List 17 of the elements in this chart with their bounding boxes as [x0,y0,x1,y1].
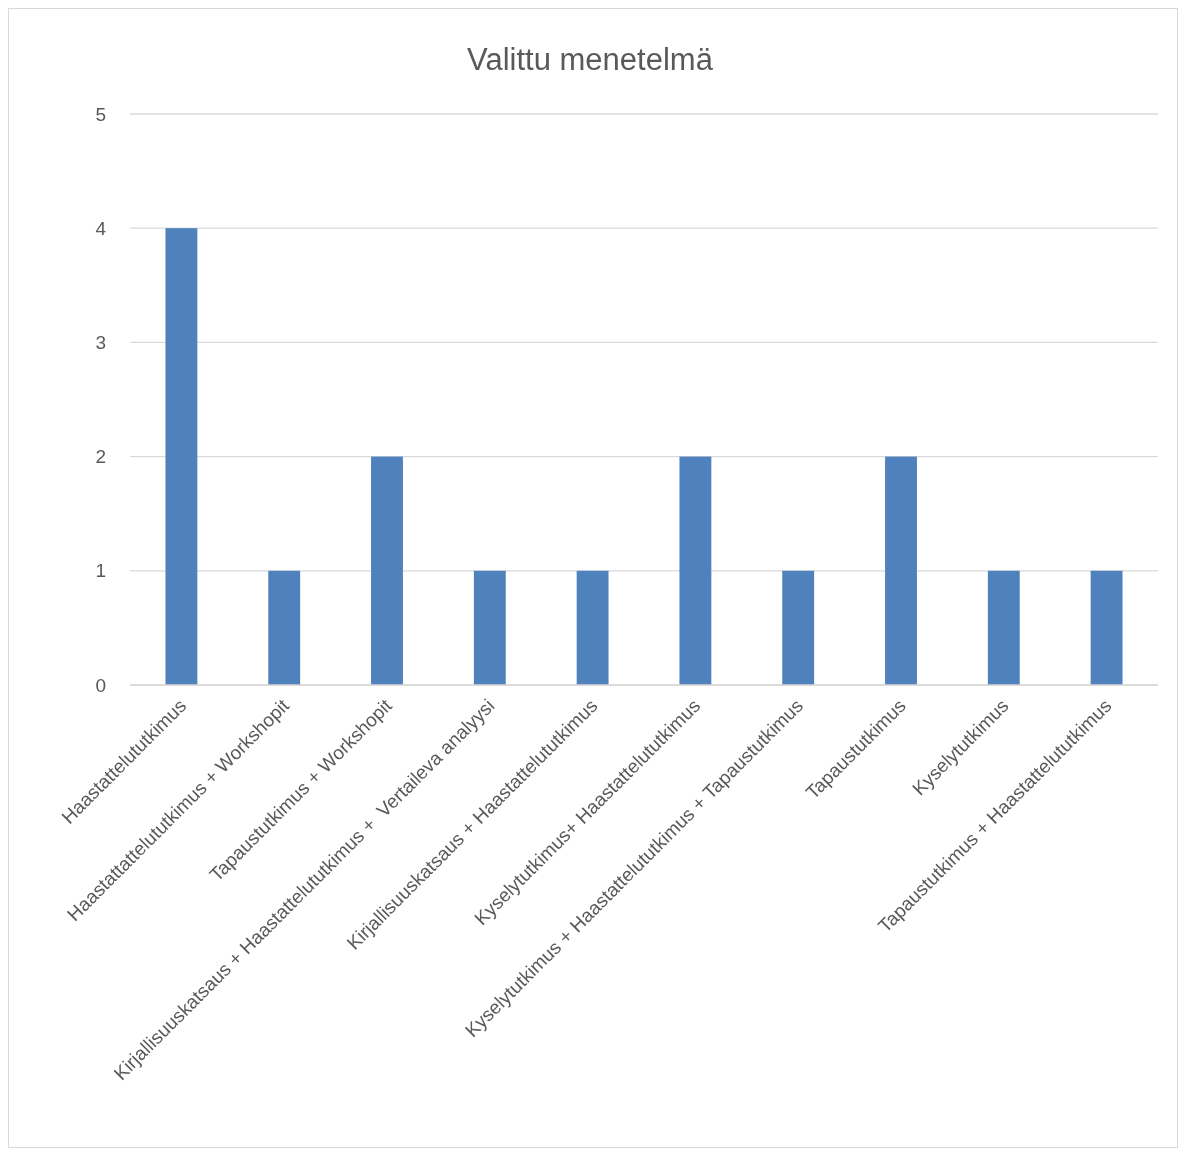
bar [1090,570,1123,685]
bar [782,570,815,685]
bar [987,570,1020,685]
chart-title: Valittu menetelmä [467,42,714,77]
bar [679,456,712,685]
bar [268,570,301,685]
bar [371,456,403,685]
y-tick-label: 5 [95,103,106,125]
y-tick-label: 1 [95,560,106,582]
bar [473,570,506,685]
y-tick-label: 4 [95,217,107,239]
bar [885,456,917,685]
bar [165,228,198,685]
y-tick-label: 2 [95,446,106,468]
bar [576,570,609,685]
y-tick-label: 3 [95,332,106,354]
y-tick-label: 0 [95,674,106,696]
